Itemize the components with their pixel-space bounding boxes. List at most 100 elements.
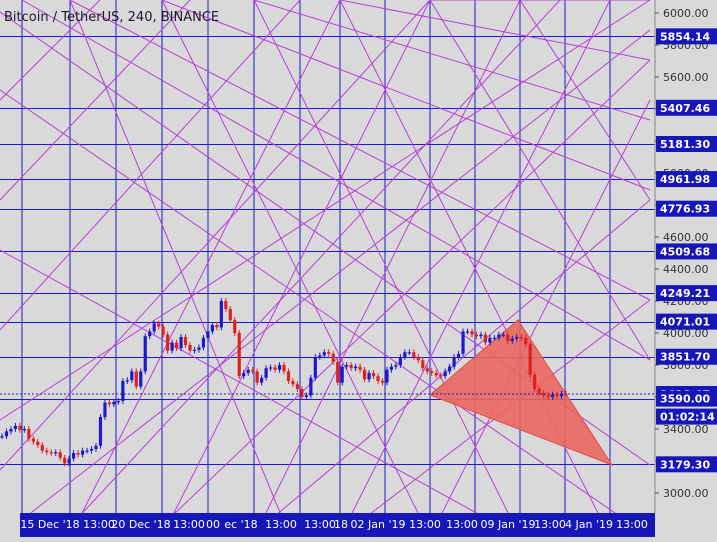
candle-body [166, 334, 170, 351]
candle-body [483, 334, 488, 343]
candle-body [300, 389, 304, 397]
fan-line [429, 99, 651, 538]
x-tick-label: 18 [334, 518, 348, 531]
candle-body [465, 331, 470, 333]
candle-body [89, 449, 94, 451]
candle-body [443, 371, 447, 377]
x-tick-label: 00 [206, 518, 220, 531]
fan-line [0, 249, 521, 538]
candle-body [197, 347, 201, 350]
candle-body [371, 373, 376, 377]
candle-body [295, 384, 300, 389]
price-label: 5854.14 [660, 30, 710, 43]
candle-body [210, 325, 214, 332]
countdown-label-bg [656, 408, 717, 425]
candle-body [183, 337, 188, 345]
y-tick-label: 5600.00 [663, 71, 709, 84]
fan-line [0, 89, 651, 538]
fan-line [69, 0, 651, 301]
candle-body [54, 452, 58, 454]
candle-body [36, 441, 40, 445]
candle-body [72, 453, 76, 459]
candle-body [488, 337, 492, 343]
candle-body [336, 361, 340, 383]
candle-body [542, 393, 546, 396]
candle-body [268, 367, 273, 369]
candle-body [358, 366, 362, 370]
fan-line [0, 0, 191, 201]
candle-body [412, 352, 416, 357]
price-label: 3851.70 [660, 351, 710, 364]
candles [0, 298, 568, 467]
candle-body [349, 365, 353, 369]
price-label: 4776.93 [660, 203, 710, 216]
candle-body [18, 425, 22, 430]
candle-body [273, 367, 277, 370]
fan-line [69, 0, 291, 538]
candle-body [327, 352, 331, 354]
candle-body [125, 380, 129, 382]
candle-body [313, 357, 317, 378]
fan-line [69, 0, 341, 538]
candle-body [228, 309, 232, 321]
price-label-bg [656, 243, 717, 260]
price-label-bg [656, 28, 717, 45]
candle-body [340, 366, 344, 383]
fan-line [0, 0, 431, 471]
price-axis[interactable]: 3000.003200.003400.003600.003800.004000.… [654, 0, 717, 537]
candle-body [515, 337, 519, 339]
candle-body [394, 365, 398, 367]
x-tick-label: 13:00 [83, 518, 115, 531]
candle-body [479, 334, 483, 337]
candle-body [76, 453, 80, 455]
candle-body [4, 431, 9, 437]
candle-body [434, 373, 438, 376]
fan-line [253, 0, 521, 538]
candle-body [157, 323, 161, 327]
candle-body [0, 436, 4, 438]
candle-body [524, 337, 528, 345]
candle-body [112, 401, 116, 405]
candle-body [242, 373, 246, 377]
candle-body [376, 376, 380, 381]
candle-body [148, 331, 152, 337]
price-label: 3590.00 [660, 393, 710, 406]
candle-body [367, 373, 371, 380]
candle-body [116, 401, 120, 403]
fan-line [161, 0, 431, 538]
candle-body [385, 369, 389, 383]
x-tick-label: 13:00 [265, 518, 297, 531]
x-tick-label: 09 Jan '19 [481, 518, 536, 531]
price-label-bg [656, 348, 717, 365]
candle-body [121, 381, 125, 401]
candle-body [389, 366, 394, 370]
candle-body [85, 450, 89, 452]
candle-body [143, 336, 147, 372]
candle-body [492, 337, 496, 339]
candle-body [107, 402, 112, 405]
candle-body [224, 301, 228, 309]
candle-body [237, 333, 241, 377]
candle-body [40, 445, 44, 451]
y-tick-label: 4600.00 [663, 231, 709, 244]
x-tick-label: 13:00 [446, 518, 478, 531]
price-label: 4509.68 [660, 245, 710, 258]
time-axis-band [20, 513, 655, 537]
candle-body [152, 323, 156, 332]
candle-body [260, 377, 264, 383]
candle-body [309, 377, 313, 396]
candle-body [497, 334, 501, 338]
price-label-bg [656, 99, 717, 116]
candle-body [528, 344, 532, 375]
candle-body [537, 389, 541, 393]
price-axis-bg [655, 0, 717, 537]
fan-line [59, 0, 561, 538]
candle-body [80, 450, 85, 455]
countdown-label: 01:02:14 [660, 411, 715, 424]
triangle-pattern[interactable] [429, 319, 614, 467]
candle-body [67, 458, 71, 464]
price-label-bg [656, 171, 717, 188]
